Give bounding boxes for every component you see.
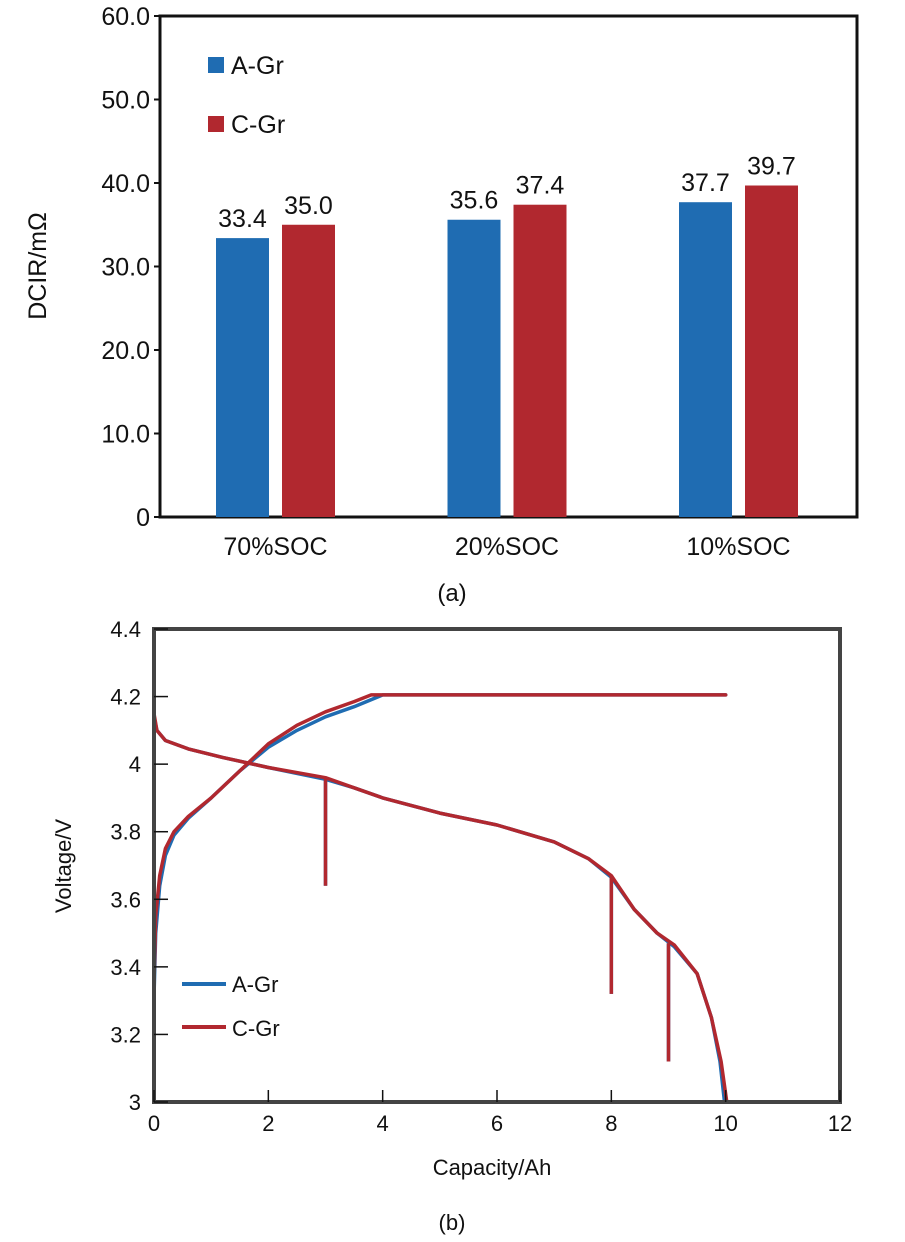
bar-chart-dcir: DCIR/mΩ (a) A-Gr C-Gr 0 10.0 20.0 30.0 40.0 5… — [24, 3, 859, 607]
x-axis-label-b: Capacity/Ah — [433, 1155, 552, 1180]
a-gr-charge-curve — [152, 693, 728, 1000]
c-gr-discharge-curve — [152, 711, 729, 1104]
bar-value-label: 37.4 — [516, 172, 565, 200]
bar-value-label: 39.7 — [747, 153, 796, 181]
x-tick-label-a: 20%SOC — [455, 533, 559, 561]
y-tick-label-a: 30.0 — [101, 254, 150, 282]
y-tick-label-b: 3.8 — [110, 820, 141, 845]
legend-swatch-c-gr — [208, 116, 224, 132]
bar-c-gr — [513, 204, 567, 517]
y-tick-label-b: 3.4 — [110, 955, 141, 980]
x-tick-label-a: 10%SOC — [686, 533, 790, 561]
x-tick-label-a: 70%SOC — [223, 533, 327, 561]
panel-label-b: (b) — [439, 1210, 466, 1235]
y-tick-label-b: 3.2 — [110, 1022, 141, 1047]
x-tick-label-b: 0 — [148, 1111, 160, 1136]
y-axis-label-b: Voltage/V — [51, 819, 76, 914]
y-tick-label-b: 3.6 — [110, 887, 141, 912]
y-axis-label-a: DCIR/mΩ — [24, 212, 52, 320]
bar-value-label: 33.4 — [218, 205, 267, 233]
bar-a-gr — [679, 202, 732, 517]
y-tick-label-b: 4.2 — [110, 685, 141, 710]
x-tick-label-b: 10 — [713, 1111, 737, 1136]
legend-swatch-a-gr — [208, 57, 224, 73]
legend-label-c-gr-b: C-Gr — [232, 1016, 280, 1041]
bar-c-gr — [745, 185, 798, 517]
panel-label-a: (a) — [437, 580, 466, 607]
legend-label-a-gr-b: A-Gr — [232, 972, 278, 997]
bar-value-label: 35.6 — [450, 187, 499, 215]
y-tick-label-a: 10.0 — [101, 421, 150, 449]
y-tick-label-b: 4 — [129, 752, 141, 777]
y-tick-label-b: 3 — [129, 1090, 141, 1115]
y-tick-label-a: 0 — [136, 504, 150, 532]
bar-value-label: 35.0 — [284, 192, 333, 220]
c-gr-charge-curve — [152, 693, 728, 986]
line-chart-voltage: Voltage/V Capacity/Ah (b) A-Gr C-Gr 0 2 4 6… — [51, 617, 852, 1235]
y-tick-label-a: 20.0 — [101, 337, 150, 365]
bar-a-gr — [447, 219, 501, 518]
a-gr-discharge-curve — [152, 715, 727, 1104]
legend-b: A-Gr C-Gr — [182, 972, 280, 1041]
bar-value-label: 37.7 — [681, 169, 730, 197]
legend-label-a-gr: A-Gr — [231, 52, 284, 80]
bar-c-gr — [282, 224, 335, 517]
legend-a: A-Gr C-Gr — [208, 52, 285, 139]
x-tick-label-b: 2 — [262, 1111, 274, 1136]
x-tick-label-b: 4 — [377, 1111, 389, 1136]
y-tick-label-a: 40.0 — [101, 170, 150, 198]
y-tick-label-b: 4.4 — [110, 617, 141, 642]
y-tick-label-a: 50.0 — [101, 87, 150, 115]
x-tick-label-b: 6 — [491, 1111, 503, 1136]
bar-a-gr — [216, 238, 269, 518]
legend-label-c-gr: C-Gr — [231, 111, 285, 139]
x-tick-label-b: 8 — [605, 1111, 617, 1136]
y-tick-label-a: 60.0 — [101, 3, 150, 31]
x-tick-label-b: 12 — [828, 1111, 852, 1136]
